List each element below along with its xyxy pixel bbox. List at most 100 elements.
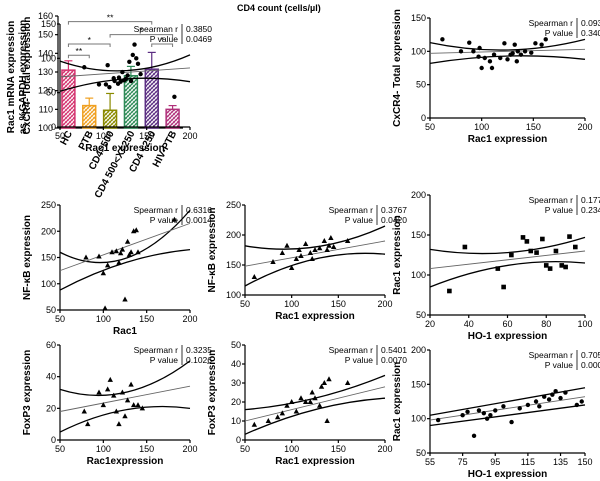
data-point (96, 389, 102, 395)
data-point (471, 49, 476, 54)
data-point (113, 248, 120, 254)
data-point (321, 380, 328, 385)
data-point (274, 414, 281, 420)
confidence-band-lower (429, 261, 586, 288)
x-tick-label: 100 (284, 299, 299, 309)
confidence-band-upper (59, 209, 191, 264)
x-tick-label: 150 (526, 122, 541, 132)
data-point (296, 247, 302, 252)
x-tick-label: 60 (502, 319, 512, 329)
data-point (491, 52, 497, 57)
data-point (435, 417, 441, 423)
data-point (125, 73, 130, 78)
p-value-label: P value (545, 28, 573, 38)
p-value: 0.0469 (186, 34, 212, 44)
data-point (130, 402, 137, 408)
y-tick-label: 150 (41, 253, 56, 263)
data-point (515, 49, 521, 54)
data-point (284, 402, 290, 408)
data-point (139, 405, 146, 411)
p-value-label: P value (150, 215, 178, 225)
data-point (123, 76, 129, 82)
significance-bracket (67, 54, 90, 59)
y-tick-label: 40 (46, 372, 56, 382)
p-value: 0.0014 (186, 215, 212, 225)
bar (165, 108, 180, 129)
bar-y-axis-label-line: as %GAPDH expression (18, 20, 29, 135)
data-point (533, 41, 538, 46)
data-point (328, 235, 334, 240)
bar-y-tick-label: 110 (39, 104, 53, 114)
x-axis-label: Rac1expression (87, 456, 164, 467)
data-point (284, 242, 290, 248)
data-point (484, 416, 490, 421)
x-tick-label: 200 (182, 314, 197, 324)
cd4-header: CD4 count (cells/µl) (237, 3, 321, 13)
x-tick-label: 200 (377, 444, 392, 454)
data-point (100, 270, 107, 276)
data-point (124, 397, 131, 403)
data-point (579, 399, 584, 404)
data-point (316, 402, 323, 408)
y-tick-label: 0 (421, 113, 426, 123)
x-axis-label: HO-1 expression (468, 331, 547, 342)
data-point (298, 395, 304, 401)
data-point (543, 37, 548, 42)
y-axis-label: CxCR4- Total expression (392, 9, 403, 127)
data-point (119, 389, 126, 395)
x-tick-label: 50 (55, 314, 65, 324)
regression-line (244, 240, 386, 267)
y-tick-label: 150 (41, 19, 56, 29)
data-point (302, 241, 309, 246)
y-tick-label: 250 (226, 200, 241, 210)
data-point (82, 65, 87, 70)
spearman-label: Spearman r (134, 205, 179, 215)
spearman-label: Spearman r (134, 24, 179, 34)
x-tick-label: 75 (458, 457, 468, 467)
data-point (83, 254, 89, 260)
data-point (107, 376, 113, 382)
p-value: 0.0070 (381, 355, 407, 365)
data-point (558, 395, 563, 401)
data-point (312, 247, 318, 252)
data-point (563, 264, 568, 270)
data-point (553, 389, 558, 394)
spearman-label: Spearman r (529, 350, 574, 360)
y-tick-label: 50 (416, 448, 426, 458)
data-point (502, 41, 507, 46)
data-point (458, 49, 464, 54)
data-point (102, 305, 108, 311)
y-tick-label: 10 (231, 416, 241, 426)
y-tick-label: 100 (226, 290, 241, 300)
confidence-band-upper (429, 38, 586, 51)
bar (82, 104, 97, 129)
significance-bracket (109, 34, 174, 38)
confidence-band-lower (59, 405, 191, 433)
x-tick-label: 150 (139, 314, 154, 324)
x-tick-label: 100 (96, 444, 111, 454)
scatter-panel-p6: 50 100 150 200 0 20 40 60 Rac1expression FoxP3 ex… (22, 340, 212, 467)
y-tick-label: 50 (46, 88, 56, 98)
spearman-value: 0.5401 (381, 345, 407, 355)
y-axis-label: NF-κB expression (207, 207, 218, 292)
data-point (298, 253, 304, 258)
y-tick-label: 100 (41, 279, 56, 289)
y-tick-label: 50 (231, 340, 241, 350)
regression-line (59, 385, 191, 412)
p-value-label: P value (345, 215, 373, 225)
confidence-band-upper (59, 54, 191, 72)
data-point (534, 250, 539, 255)
x-tick-label: 50 (240, 444, 250, 454)
spearman-label: Spearman r (329, 345, 374, 355)
x-tick-label: 150 (331, 299, 346, 309)
data-point (128, 381, 134, 387)
data-point (124, 238, 131, 244)
data-point (493, 408, 498, 413)
data-point (116, 259, 122, 265)
y-tick-label: 200 (411, 190, 426, 200)
data-point (279, 410, 286, 416)
regression-line (59, 67, 191, 78)
